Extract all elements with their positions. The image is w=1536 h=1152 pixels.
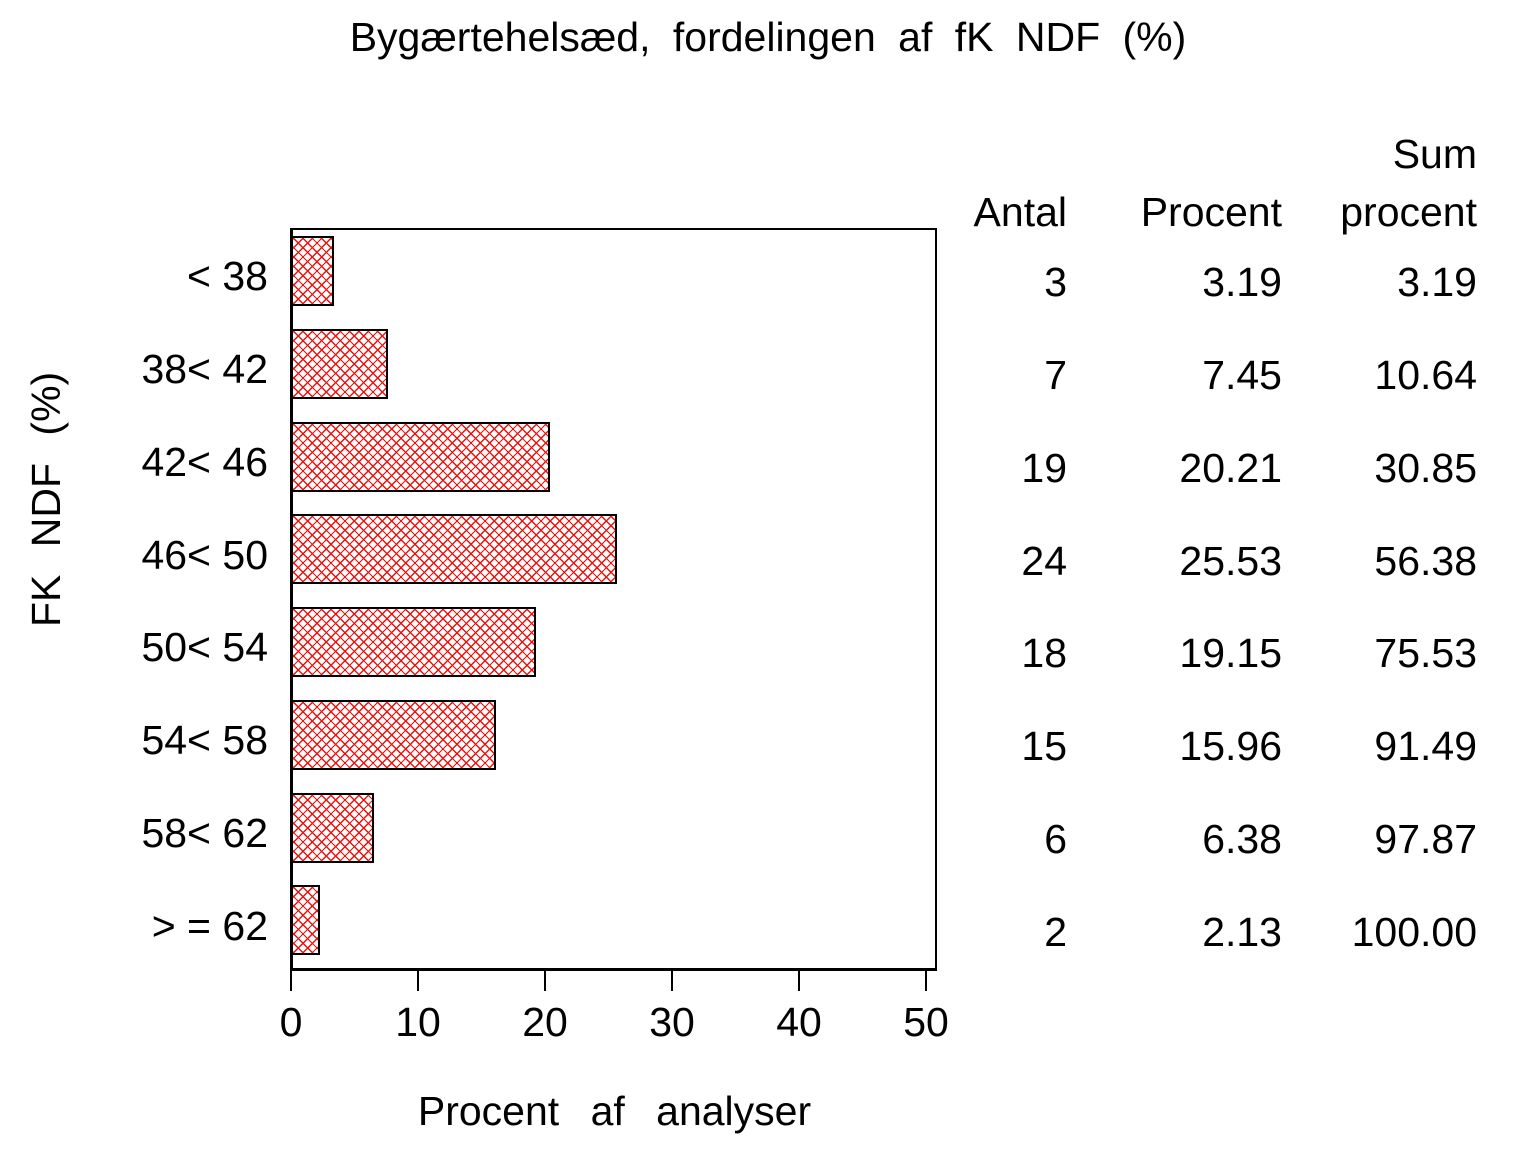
cell-antal: 19 [1021,444,1067,491]
table-row: 7 7.45 10.64 [940,353,1480,397]
cell-sum-procent: 30.85 [1374,444,1477,491]
cell-procent: 7.45 [1202,352,1282,399]
x-tick-mark [925,971,927,991]
category-label: 58< 62 [141,809,268,856]
x-tick-mark [290,971,292,991]
x-axis-title: Procent af analyser [417,1088,812,1134]
table-row: 18 19.15 75.53 [940,631,1480,675]
category-label: 54< 58 [141,717,268,764]
bar [291,792,375,863]
chart-title: Bygærtehelsæd, fordelingen af fK NDF (%) [349,14,1187,60]
cell-procent: 25.53 [1179,537,1282,584]
x-tick-label: 20 [522,999,568,1045]
x-tick-label: 0 [279,999,303,1045]
category-label: > = 62 [151,902,268,949]
bar [291,514,618,585]
cell-procent: 2.13 [1202,908,1282,955]
table-row: 19 20.21 30.85 [940,446,1480,490]
x-tick-mark [417,971,419,991]
x-tick-label: 10 [395,999,441,1045]
table-row: 24 25.53 56.38 [940,539,1480,583]
cell-sum-procent: 3.19 [1397,259,1477,306]
x-tick-mark [671,971,673,991]
cell-antal: 6 [1044,815,1067,862]
table-row: 15 15.96 91.49 [940,724,1480,768]
table-row: 6 6.38 97.87 [940,817,1480,861]
cell-procent: 6.38 [1202,815,1282,862]
bar [291,607,537,677]
bar [291,885,321,956]
cell-sum-procent: 56.38 [1374,537,1477,584]
cell-procent: 20.21 [1179,444,1282,491]
x-tick-label: 50 [903,999,949,1045]
table-header-procent: Procent [1140,189,1282,235]
cell-antal: 3 [1044,259,1067,306]
table-header-sum-line2: procent [1340,189,1477,235]
category-label: 46< 50 [141,531,268,578]
category-label: 50< 54 [141,624,268,671]
cell-procent: 19.15 [1179,630,1282,677]
x-tick-mark [544,971,546,991]
table-row: 3 3.19 3.19 [940,260,1480,304]
bar [291,236,334,306]
cell-procent: 15.96 [1179,723,1282,770]
plot-area-frame [290,228,937,971]
bar [291,421,550,492]
category-label: 42< 46 [141,438,268,485]
cell-sum-procent: 10.64 [1374,352,1477,399]
table-header-antal: Antal [973,189,1067,235]
category-label: 38< 42 [141,346,268,393]
cell-antal: 2 [1044,908,1067,955]
cell-sum-procent: 100.00 [1351,908,1477,955]
x-tick-label: 40 [776,999,822,1045]
bar [291,699,496,770]
cell-sum-procent: 91.49 [1374,723,1477,770]
x-tick-mark [798,971,800,991]
table-header-sum-line1: Sum [1392,131,1477,177]
cell-antal: 18 [1021,630,1067,677]
x-tick-label: 30 [649,999,695,1045]
cell-antal: 15 [1021,723,1067,770]
bar [291,328,388,399]
cell-sum-procent: 97.87 [1374,815,1477,862]
cell-antal: 24 [1021,537,1067,584]
category-label: < 38 [187,253,268,300]
cell-procent: 3.19 [1202,259,1282,306]
cell-sum-procent: 75.53 [1374,630,1477,677]
cell-antal: 7 [1044,352,1067,399]
table-row: 2 2.13 100.00 [940,910,1480,954]
